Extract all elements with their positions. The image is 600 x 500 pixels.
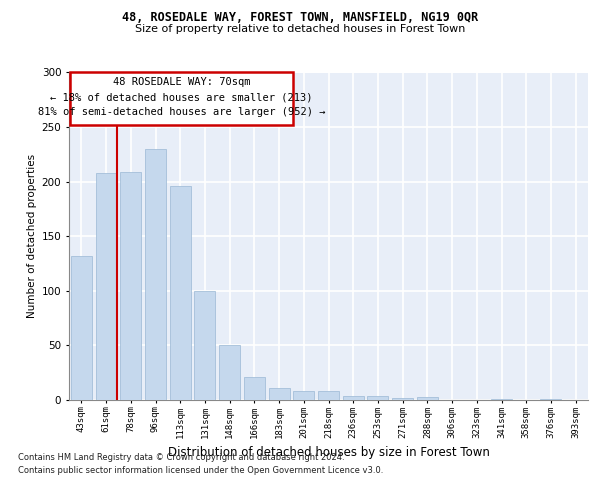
Text: ← 18% of detached houses are smaller (213): ← 18% of detached houses are smaller (21… <box>50 92 313 102</box>
Bar <box>343 396 364 400</box>
Bar <box>392 398 413 400</box>
Text: Contains public sector information licensed under the Open Government Licence v3: Contains public sector information licen… <box>18 466 383 475</box>
Bar <box>318 392 339 400</box>
Bar <box>145 149 166 400</box>
Text: 48 ROSEDALE WAY: 70sqm: 48 ROSEDALE WAY: 70sqm <box>113 77 250 87</box>
Bar <box>541 399 562 400</box>
Bar <box>71 256 92 400</box>
Bar <box>293 392 314 400</box>
Bar <box>219 346 240 400</box>
Bar <box>244 377 265 400</box>
Bar <box>269 388 290 400</box>
Text: 81% of semi-detached houses are larger (952) →: 81% of semi-detached houses are larger (… <box>38 108 325 118</box>
Bar <box>170 186 191 400</box>
Bar <box>194 291 215 400</box>
Text: Contains HM Land Registry data © Crown copyright and database right 2024.: Contains HM Land Registry data © Crown c… <box>18 452 344 462</box>
Bar <box>367 396 388 400</box>
Y-axis label: Number of detached properties: Number of detached properties <box>28 154 37 318</box>
X-axis label: Distribution of detached houses by size in Forest Town: Distribution of detached houses by size … <box>167 446 490 459</box>
Bar <box>120 172 141 400</box>
Bar <box>95 173 116 400</box>
Bar <box>417 396 438 400</box>
Text: Size of property relative to detached houses in Forest Town: Size of property relative to detached ho… <box>135 24 465 34</box>
Text: 48, ROSEDALE WAY, FOREST TOWN, MANSFIELD, NG19 0QR: 48, ROSEDALE WAY, FOREST TOWN, MANSFIELD… <box>122 11 478 24</box>
Bar <box>491 399 512 400</box>
FancyBboxPatch shape <box>70 72 293 125</box>
